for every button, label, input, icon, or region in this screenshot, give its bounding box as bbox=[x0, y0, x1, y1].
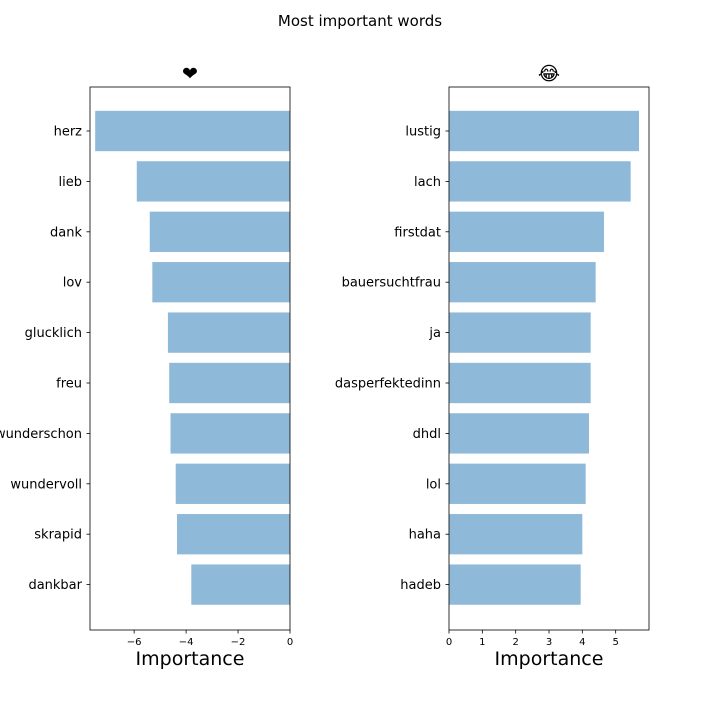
bar-bauersuchtfrau bbox=[449, 262, 596, 303]
bars-group bbox=[449, 110, 639, 605]
bar-lieb bbox=[136, 161, 290, 202]
figure-title: Most important words bbox=[278, 12, 442, 30]
bar-dankbar bbox=[191, 564, 290, 605]
x-tick-label: 3 bbox=[546, 637, 552, 648]
y-tick-label: dasperfektedinn bbox=[335, 377, 441, 392]
x-tick-label: 0 bbox=[446, 637, 452, 648]
bar-dhdl bbox=[449, 413, 589, 454]
y-tick-label: lach bbox=[414, 175, 441, 190]
bar-dasperfektedinn bbox=[449, 362, 591, 404]
bars-group bbox=[95, 110, 291, 605]
x-axis-label: Importance bbox=[136, 648, 245, 670]
y-tick-label: lustig bbox=[405, 125, 441, 140]
bar-glucklich bbox=[167, 312, 290, 353]
y-tick-label: skrapid bbox=[34, 528, 82, 543]
y-tick-label: wunderschon bbox=[0, 427, 82, 442]
x-tick-label: −6 bbox=[127, 637, 142, 648]
bar-wundervoll bbox=[175, 463, 290, 504]
bar-herz bbox=[95, 110, 291, 152]
x-tick-label: 0 bbox=[287, 637, 293, 648]
y-tick-label: wundervoll bbox=[10, 477, 82, 492]
x-tick-label: 1 bbox=[479, 637, 485, 648]
plot-frame bbox=[89, 86, 291, 631]
y-tick-label: freu bbox=[56, 377, 82, 392]
y-tick-label: dank bbox=[50, 225, 82, 240]
panel-title: ❤ bbox=[182, 63, 198, 85]
bar-lov bbox=[152, 262, 290, 303]
y-tick-label: lieb bbox=[59, 175, 82, 190]
y-tick-label: lov bbox=[63, 276, 83, 291]
y-tick-label: herz bbox=[54, 125, 83, 140]
bar-hadeb bbox=[449, 564, 581, 605]
x-axis-label: Importance bbox=[495, 648, 604, 670]
y-tick-label: dhdl bbox=[413, 427, 441, 442]
heart-icon: ❤ bbox=[182, 63, 198, 85]
bar-haha bbox=[449, 514, 583, 555]
x-tick-label: −2 bbox=[231, 637, 246, 648]
bar-dank bbox=[149, 211, 290, 252]
x-tick-label: −4 bbox=[179, 637, 194, 648]
chart-panel-heart: herz lieb dank lov glucklich freu wunderschon w… bbox=[0, 63, 293, 670]
y-tick-label: firstdat bbox=[394, 225, 441, 240]
x-tick-label: 5 bbox=[612, 637, 618, 648]
bar-wunderschon bbox=[170, 413, 290, 454]
y-tick-label: ja bbox=[428, 326, 441, 341]
y-tick-labels: herz lieb dank lov glucklich freu wunderschon w… bbox=[0, 125, 90, 593]
x-tick-label: 4 bbox=[579, 637, 585, 648]
x-ticks: 0 1 2 3 4 5 bbox=[446, 630, 619, 648]
bar-lach bbox=[449, 161, 631, 202]
bar-lol bbox=[449, 463, 586, 504]
y-tick-label: haha bbox=[409, 528, 441, 543]
bar-ja bbox=[449, 312, 591, 353]
y-tick-labels: lustig lach firstdat bauersuchtfrau ja dasper… bbox=[335, 125, 449, 593]
y-tick-label: dankbar bbox=[28, 578, 82, 593]
y-tick-label: glucklich bbox=[25, 326, 82, 341]
x-tick-label: 2 bbox=[512, 637, 518, 648]
x-ticks: −6 −4 −2 0 bbox=[127, 630, 293, 648]
bar-freu bbox=[169, 362, 290, 404]
bar-firstdat bbox=[449, 211, 604, 252]
y-tick-label: hadeb bbox=[400, 578, 441, 593]
y-tick-label: lol bbox=[426, 477, 441, 492]
laughing-face-icon: 😂 bbox=[538, 63, 560, 85]
bar-skrapid bbox=[177, 514, 290, 555]
panel-title: 😂 bbox=[538, 63, 560, 85]
chart-panel-laughing: lustig lach firstdat bauersuchtfrau ja dasper… bbox=[335, 63, 650, 670]
bar-lustig bbox=[449, 110, 639, 152]
y-tick-label: bauersuchtfrau bbox=[342, 276, 441, 291]
